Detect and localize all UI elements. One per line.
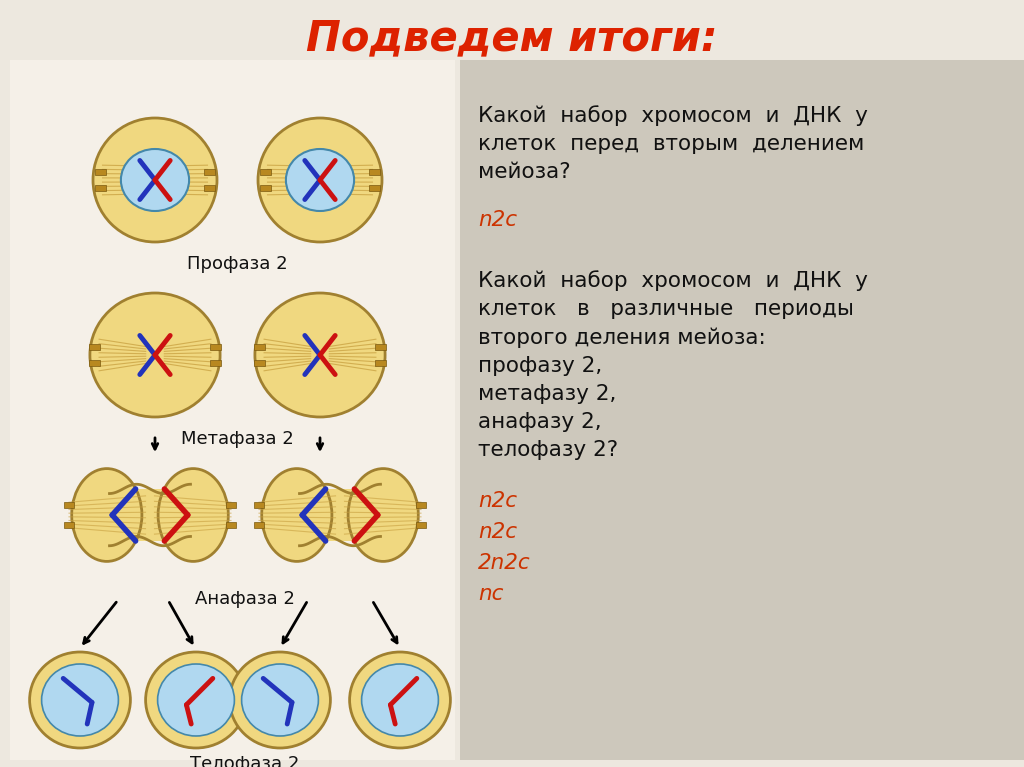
Ellipse shape [255, 293, 385, 417]
Bar [260, 186, 270, 191]
Bar [204, 170, 215, 175]
Bar [63, 522, 75, 528]
Bar [260, 170, 270, 175]
Bar [370, 170, 380, 175]
Ellipse shape [158, 664, 234, 736]
Ellipse shape [30, 652, 130, 748]
Bar [299, 489, 381, 541]
Ellipse shape [90, 293, 220, 417]
Ellipse shape [72, 469, 142, 561]
Text: Анафаза 2: Анафаза 2 [195, 590, 295, 608]
Ellipse shape [348, 469, 418, 561]
Bar [254, 522, 264, 528]
Bar [89, 360, 99, 366]
Ellipse shape [258, 118, 382, 242]
Bar [254, 344, 264, 350]
Bar [376, 344, 386, 350]
Bar [10, 60, 455, 760]
Bar [95, 170, 105, 175]
Text: 2n2c: 2n2c [478, 553, 530, 573]
Ellipse shape [145, 652, 247, 748]
Ellipse shape [229, 652, 331, 748]
Text: Профаза 2: Профаза 2 [186, 255, 288, 273]
Bar [370, 186, 380, 191]
Ellipse shape [42, 664, 119, 736]
Ellipse shape [121, 149, 189, 211]
Bar [110, 489, 190, 541]
Bar [254, 360, 264, 366]
Text: Метафаза 2: Метафаза 2 [180, 430, 293, 448]
Text: n2c: n2c [478, 210, 517, 230]
Ellipse shape [93, 118, 217, 242]
Bar [225, 522, 237, 528]
Bar [89, 344, 99, 350]
Bar [225, 502, 237, 508]
Text: Подведем итоги:: Подведем итоги: [306, 17, 718, 59]
Bar [204, 186, 215, 191]
Text: n2c: n2c [478, 492, 517, 512]
Ellipse shape [361, 664, 438, 736]
Bar [416, 522, 426, 528]
Ellipse shape [262, 469, 332, 561]
Bar [210, 344, 221, 350]
Bar [460, 60, 1024, 760]
Bar [376, 360, 386, 366]
Bar [95, 186, 105, 191]
Bar [63, 502, 75, 508]
Ellipse shape [349, 652, 451, 748]
Text: Телофаза 2: Телофаза 2 [190, 755, 300, 767]
Text: nc: nc [478, 584, 504, 604]
Ellipse shape [286, 149, 354, 211]
Bar [416, 502, 426, 508]
Text: Какой  набор  хромосом  и  ДНК  у
клеток   в   различные   периоды
второго делен: Какой набор хромосом и ДНК у клеток в ра… [478, 270, 868, 459]
Bar [210, 360, 221, 366]
Ellipse shape [242, 664, 318, 736]
Text: Какой  набор  хромосом  и  ДНК  у
клеток  перед  вторым  делением
мейоза?: Какой набор хромосом и ДНК у клеток пере… [478, 105, 868, 182]
Ellipse shape [158, 469, 228, 561]
Text: n2c: n2c [478, 522, 517, 542]
Bar [254, 502, 264, 508]
